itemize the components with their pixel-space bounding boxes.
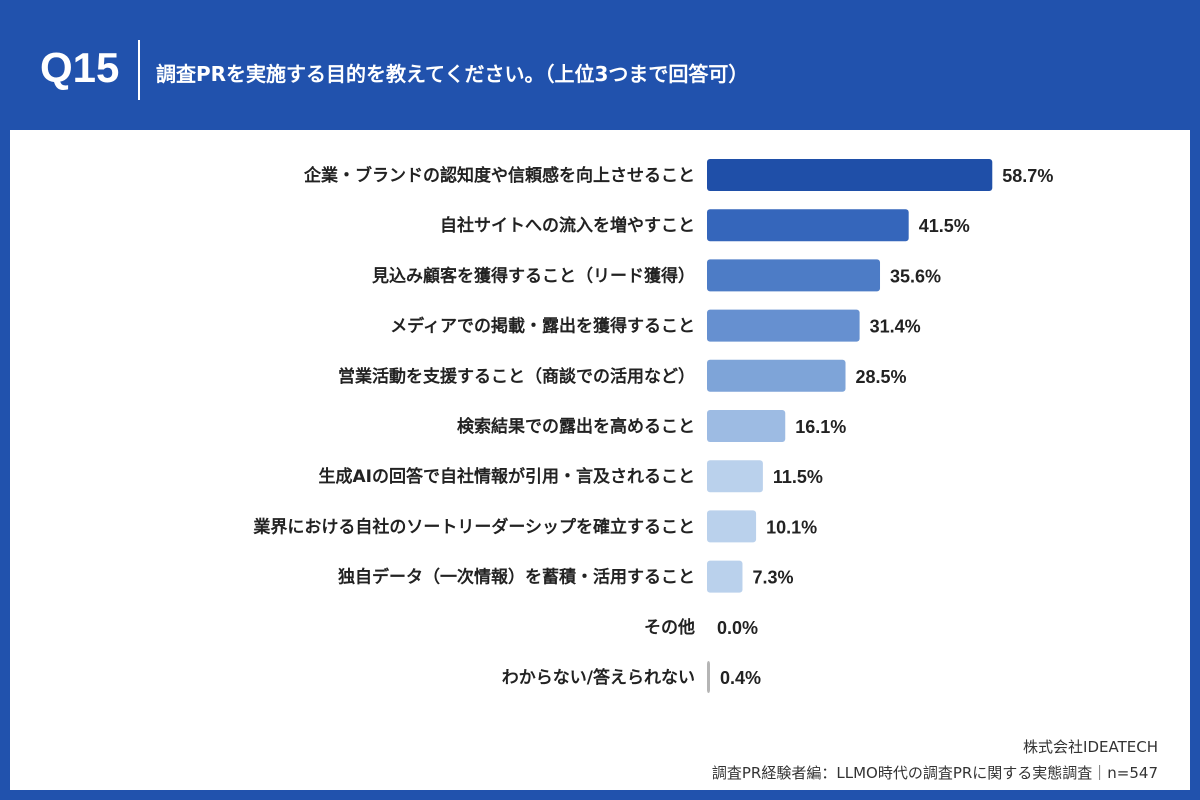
bar — [707, 410, 786, 442]
category-label: 業界における自社のソートリーダーシップを確立すること — [253, 516, 695, 537]
bar — [707, 510, 757, 543]
data-label: 41.5% — [919, 216, 970, 236]
question-number: Q15 — [40, 44, 120, 91]
data-label: 7.3% — [752, 568, 793, 588]
bar — [707, 661, 710, 693]
category-label: 検索結果での露出を高めること — [457, 416, 695, 437]
data-label: 0.4% — [720, 668, 761, 688]
bar — [707, 259, 881, 292]
data-label: 35.6% — [890, 266, 941, 286]
source-note: 調査PR経験者編：LLMO時代の調査PRに関する実態調査｜n=547 — [711, 764, 1158, 782]
data-label: 0.0% — [717, 618, 758, 638]
category-label: 自社サイトへの流入を増やすこと — [440, 215, 695, 236]
bar — [707, 460, 763, 493]
bar — [707, 359, 846, 392]
company-name: 株式会社IDEATECH — [1023, 738, 1158, 756]
data-label: 16.1% — [795, 417, 846, 437]
bar — [707, 560, 743, 593]
category-label: メディアでの掲載・露出を獲得すること — [390, 316, 695, 337]
data-label: 11.5% — [773, 467, 823, 487]
data-label: 31.4% — [870, 317, 921, 337]
category-label: 企業・ブランドの認知度や信頼感を向上させること — [303, 165, 695, 186]
category-label: わからない/答えられない — [502, 667, 695, 688]
bar — [707, 209, 909, 242]
data-label: 58.7% — [1002, 166, 1053, 186]
header-divider — [138, 40, 140, 100]
data-label: 10.1% — [766, 517, 817, 537]
data-label: 28.5% — [856, 367, 907, 387]
bar — [707, 309, 860, 342]
category-label: その他 — [644, 617, 695, 638]
category-label: 独自データ（一次情報）を蓄積・活用すること — [338, 567, 695, 588]
category-label: 営業活動を支援すること（商談での活用など） — [338, 366, 695, 387]
category-label: 見込み顧客を獲得すること（リード獲得） — [371, 265, 695, 286]
question-title: 調査PRを実施する目的を教えてください。（上位3つまで回答可） — [156, 62, 749, 86]
chart-panel — [10, 130, 1190, 790]
bar — [707, 159, 993, 191]
category-label: 生成AIの回答で自社情報が引用・言及されること — [319, 466, 695, 487]
